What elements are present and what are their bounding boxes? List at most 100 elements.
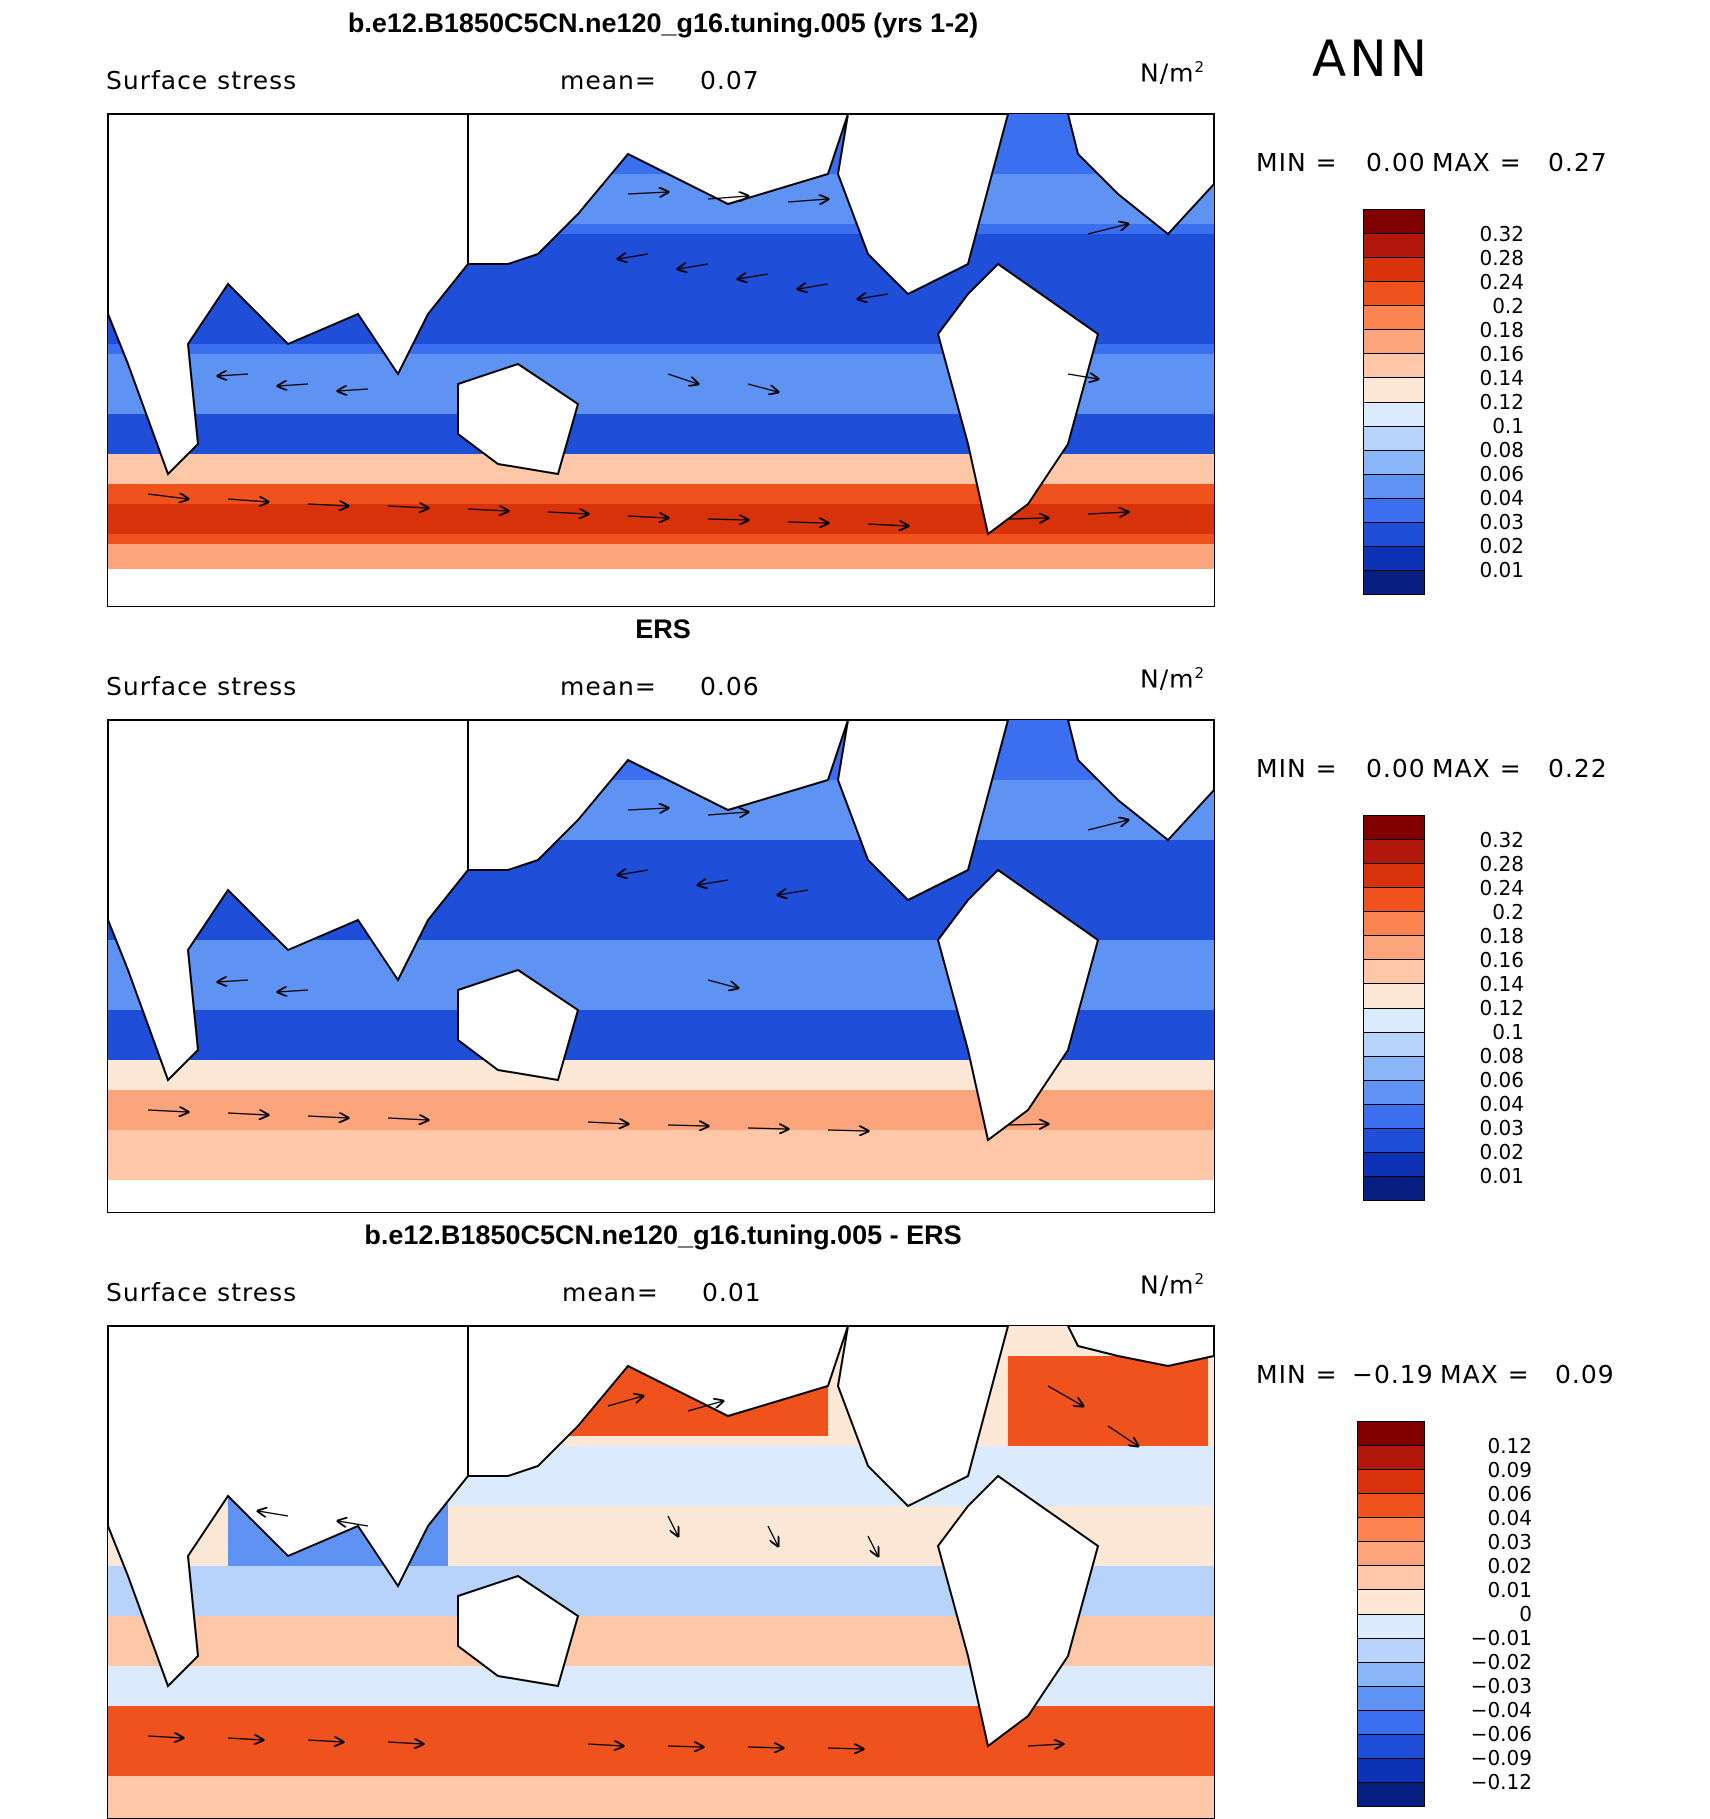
colorbar-swatch xyxy=(1358,1590,1424,1615)
colorbar-swatch xyxy=(1364,522,1424,547)
colorbar-tick-label: 0.12 xyxy=(1487,1434,1532,1458)
panel-3-land xyxy=(108,1326,1214,1748)
colorbar-swatch xyxy=(1364,210,1424,235)
panel-2-min-label: MIN = xyxy=(1256,754,1338,783)
colorbar-tick-label: −0.06 xyxy=(1470,1722,1532,1746)
colorbar-tick-label: 0.01 xyxy=(1479,558,1524,582)
colorbar-tick-label: 0.02 xyxy=(1479,534,1524,558)
panel-3-units: N/m2 xyxy=(1140,1270,1206,1300)
colorbar-swatch xyxy=(1364,474,1424,499)
panel-1-variable: Surface stress xyxy=(106,66,298,95)
panel-2-units: N/m2 xyxy=(1140,664,1206,694)
colorbar-swatch xyxy=(1364,888,1424,913)
panel-1-min-value: 0.00 xyxy=(1366,148,1426,177)
panel-1-map-svg xyxy=(108,114,1214,606)
panel-2-min-value: 0.00 xyxy=(1366,754,1426,783)
panel-1-max-label: MAX = xyxy=(1432,148,1522,177)
colorbar-swatch xyxy=(1364,378,1424,403)
colorbar-swatch xyxy=(1364,1128,1424,1153)
colorbar-tick-label: 0.24 xyxy=(1479,876,1524,900)
colorbar-tick-label: 0.01 xyxy=(1479,1164,1524,1188)
panel-2-land xyxy=(108,720,1214,1142)
panel-2-colorbar xyxy=(1363,815,1425,1201)
panel-1-min-label: MIN = xyxy=(1256,148,1338,177)
colorbar-swatch xyxy=(1364,402,1424,427)
colorbar-swatch xyxy=(1358,1422,1424,1447)
colorbar-tick-label: 0.08 xyxy=(1479,438,1524,462)
colorbar-swatch xyxy=(1364,912,1424,937)
colorbar-swatch xyxy=(1358,1542,1424,1567)
panel-1-vectors xyxy=(147,192,1128,526)
panel-1-map xyxy=(107,113,1215,607)
colorbar-tick-label: 0.12 xyxy=(1479,390,1524,414)
colorbar-swatch xyxy=(1358,1614,1424,1639)
panel-3-variable: Surface stress xyxy=(106,1278,298,1307)
panel-3-colorbar xyxy=(1357,1421,1425,1807)
panel-3-mean-value: 0.01 xyxy=(702,1278,762,1307)
colorbar-swatch xyxy=(1364,1080,1424,1105)
colorbar-tick-label: 0.09 xyxy=(1487,1458,1532,1482)
panel-1-max-value: 0.27 xyxy=(1548,148,1608,177)
colorbar-swatch xyxy=(1358,1638,1424,1663)
panel-1-mean-value: 0.07 xyxy=(700,66,760,95)
colorbar-tick-label: 0.32 xyxy=(1479,828,1524,852)
colorbar-swatch xyxy=(1364,984,1424,1009)
colorbar-tick-label: −0.03 xyxy=(1470,1674,1532,1698)
colorbar-swatch xyxy=(1358,1686,1424,1711)
colorbar-tick-label: 0.28 xyxy=(1479,246,1524,270)
season-label: ANN xyxy=(1312,30,1431,88)
panel-1-colorbar-labels: 0.32 0.28 0.24 0.2 0.18 0.16 0.14 0.12 0.1 0.08 0.… xyxy=(1442,220,1532,582)
colorbar-tick-label: 0.08 xyxy=(1479,1044,1524,1068)
colorbar-tick-label: 0.01 xyxy=(1487,1578,1532,1602)
colorbar-swatch xyxy=(1358,1734,1424,1759)
colorbar-swatch xyxy=(1364,1104,1424,1129)
colorbar-tick-label: 0.12 xyxy=(1479,996,1524,1020)
panel-2-mean-value: 0.06 xyxy=(700,672,760,701)
panel-3-map xyxy=(107,1325,1215,1819)
colorbar-swatch xyxy=(1364,1056,1424,1081)
colorbar-swatch xyxy=(1364,1008,1424,1033)
colorbar-tick-label: 0.1 xyxy=(1492,414,1524,438)
colorbar-swatch xyxy=(1358,1662,1424,1687)
panel-1-title: b.e12.B1850C5CN.ne120_g16.tuning.005 (yr… xyxy=(347,8,979,38)
colorbar-tick-label: 0.03 xyxy=(1479,1116,1524,1140)
colorbar-tick-label: 0.14 xyxy=(1479,366,1524,390)
panel-2-colorbar-swatches xyxy=(1364,816,1424,1200)
panel-3-title: b.e12.B1850C5CN.ne120_g16.tuning.005 - E… xyxy=(364,1220,962,1250)
panel-2-mean-label: mean= xyxy=(560,672,657,701)
colorbar-swatch xyxy=(1364,840,1424,865)
colorbar-tick-label: 0.03 xyxy=(1479,510,1524,534)
colorbar-swatch xyxy=(1364,1152,1424,1177)
colorbar-tick-label: −0.04 xyxy=(1470,1698,1532,1722)
colorbar-swatch xyxy=(1364,426,1424,451)
panel-1-colorbar xyxy=(1363,209,1425,595)
colorbar-tick-label: 0.1 xyxy=(1492,1020,1524,1044)
colorbar-swatch xyxy=(1358,1518,1424,1543)
panel-1-land xyxy=(108,114,1214,536)
colorbar-tick-label: 0.04 xyxy=(1479,486,1524,510)
panel-1-mean-label: mean= xyxy=(560,66,657,95)
colorbar-tick-label: −0.02 xyxy=(1470,1650,1532,1674)
panel-3-vectors xyxy=(147,1385,1138,1749)
colorbar-tick-label: −0.12 xyxy=(1470,1770,1532,1794)
colorbar-swatch xyxy=(1364,498,1424,523)
colorbar-swatch xyxy=(1364,450,1424,475)
panel-3-max-label: MAX = xyxy=(1440,1360,1530,1389)
colorbar-swatch xyxy=(1364,546,1424,571)
panel-2-title: ERS xyxy=(635,614,691,644)
colorbar-tick-label: 0.16 xyxy=(1479,342,1524,366)
panel-3-map-svg xyxy=(108,1326,1214,1818)
colorbar-swatch xyxy=(1358,1446,1424,1471)
panel-3-min-label: MIN = xyxy=(1256,1360,1338,1389)
panel-1-colorbar-swatches xyxy=(1364,210,1424,594)
colorbar-swatch xyxy=(1358,1710,1424,1735)
colorbar-swatch xyxy=(1364,570,1424,594)
panel-3-colorbar-swatches xyxy=(1358,1422,1424,1806)
colorbar-swatch xyxy=(1358,1566,1424,1591)
colorbar-tick-label: 0.06 xyxy=(1479,462,1524,486)
colorbar-swatch xyxy=(1364,936,1424,961)
colorbar-swatch xyxy=(1364,258,1424,283)
colorbar-tick-label: 0.28 xyxy=(1479,852,1524,876)
colorbar-tick-label: 0.03 xyxy=(1487,1530,1532,1554)
colorbar-swatch xyxy=(1358,1758,1424,1783)
